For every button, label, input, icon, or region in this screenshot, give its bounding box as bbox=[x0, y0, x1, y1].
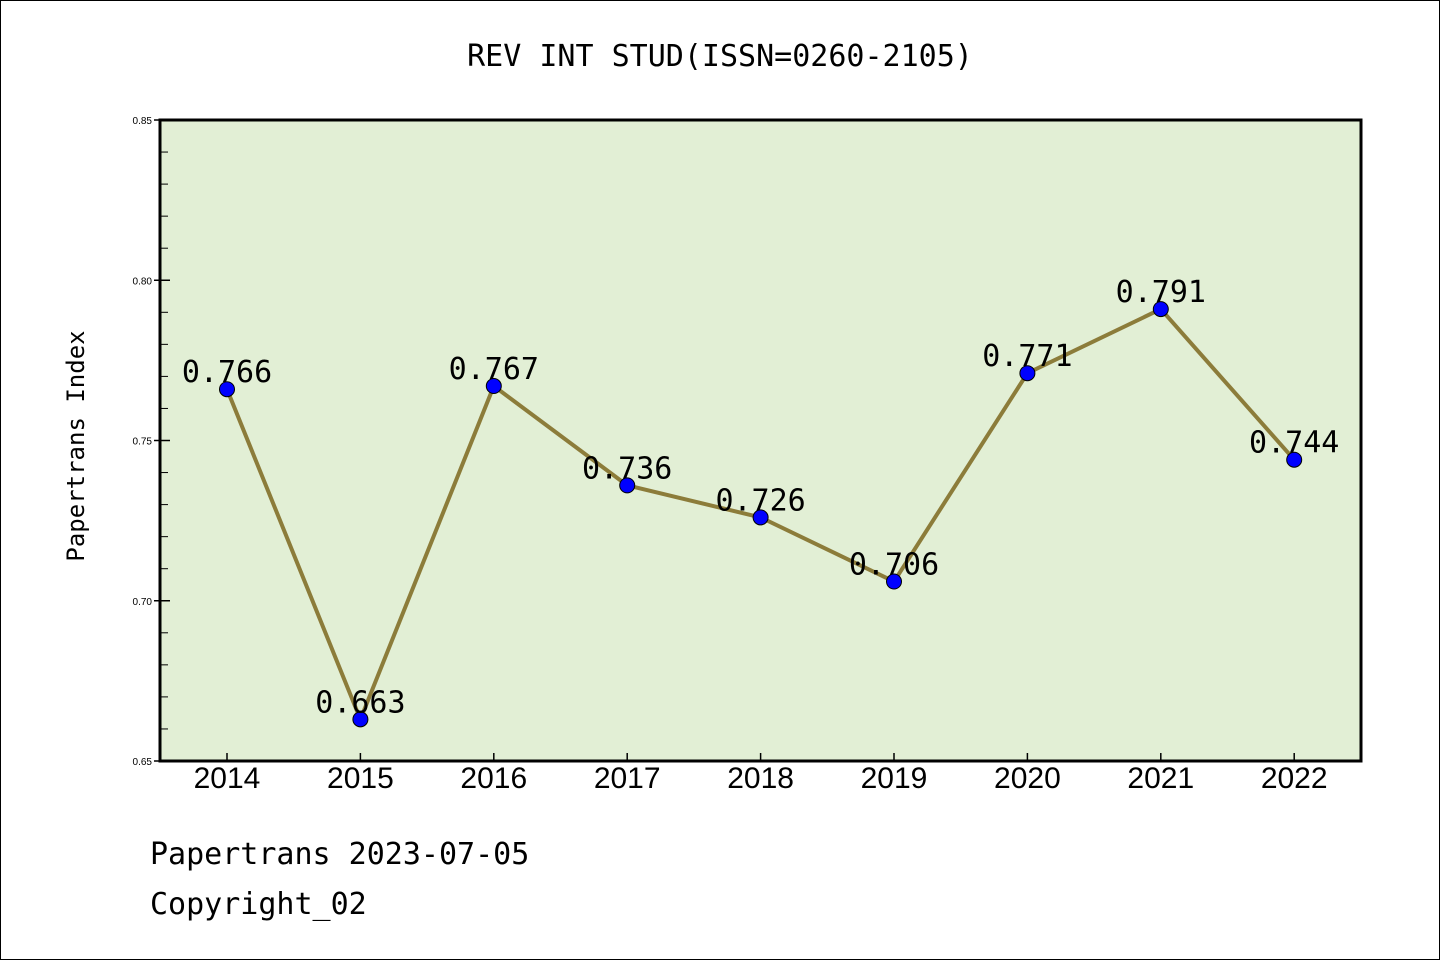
y-tick-label: 0.65 bbox=[133, 757, 153, 768]
x-tick-label: 2021 bbox=[1127, 762, 1194, 795]
data-point bbox=[752, 509, 769, 526]
data-point bbox=[886, 573, 902, 590]
data-label: 0.663 bbox=[315, 685, 405, 720]
footer-copyright: Copyright_02 bbox=[150, 887, 367, 922]
data-label: 0.791 bbox=[1116, 275, 1206, 310]
y-axis-label: Papertrans Index bbox=[62, 330, 90, 561]
data-label: 0.726 bbox=[715, 483, 805, 518]
data-point bbox=[619, 477, 636, 494]
data-label: 0.766 bbox=[182, 355, 272, 390]
data-point bbox=[1286, 451, 1303, 468]
x-tick-label: 2016 bbox=[460, 762, 527, 795]
x-tick-label: 2015 bbox=[327, 762, 394, 795]
x-tick-label: 2014 bbox=[194, 762, 261, 795]
y-tick-label: 0.75 bbox=[133, 437, 153, 448]
data-label: 0.744 bbox=[1249, 426, 1339, 461]
footer-date: Papertrans 2023-07-05 bbox=[150, 837, 529, 872]
y-tick-label: 0.70 bbox=[133, 597, 153, 608]
data-point bbox=[352, 711, 369, 728]
data-label: 0.736 bbox=[582, 451, 672, 486]
chart-title: REV INT STUD(ISSN=0260-2105) bbox=[467, 39, 973, 74]
y-tick-label: 0.85 bbox=[133, 116, 153, 127]
data-point bbox=[1152, 301, 1169, 318]
plot-area bbox=[160, 120, 1361, 761]
x-tick-label: 2020 bbox=[994, 762, 1061, 795]
y-tick-label: 0.80 bbox=[133, 276, 153, 287]
data-labels: 0.766 0.663 0.767 0.736 0.726 0.706 0.771 0.791… bbox=[182, 275, 1340, 720]
x-tick-label: 2017 bbox=[594, 762, 661, 795]
data-label: 0.771 bbox=[982, 339, 1072, 374]
x-tick-label: 2018 bbox=[727, 762, 794, 795]
data-label: 0.706 bbox=[849, 548, 939, 583]
data-point bbox=[1019, 365, 1036, 382]
data-point bbox=[485, 378, 502, 395]
x-tick-label: 2022 bbox=[1261, 762, 1328, 795]
plot-border bbox=[158, 118, 1363, 763]
x-tick-label: 2019 bbox=[861, 762, 928, 795]
x-axis: 2014 2015 2016 2017 2018 2019 2020 2021 2022 bbox=[194, 753, 1328, 795]
data-points bbox=[219, 301, 1303, 728]
data-label: 0.767 bbox=[449, 352, 539, 387]
data-point bbox=[219, 381, 235, 398]
